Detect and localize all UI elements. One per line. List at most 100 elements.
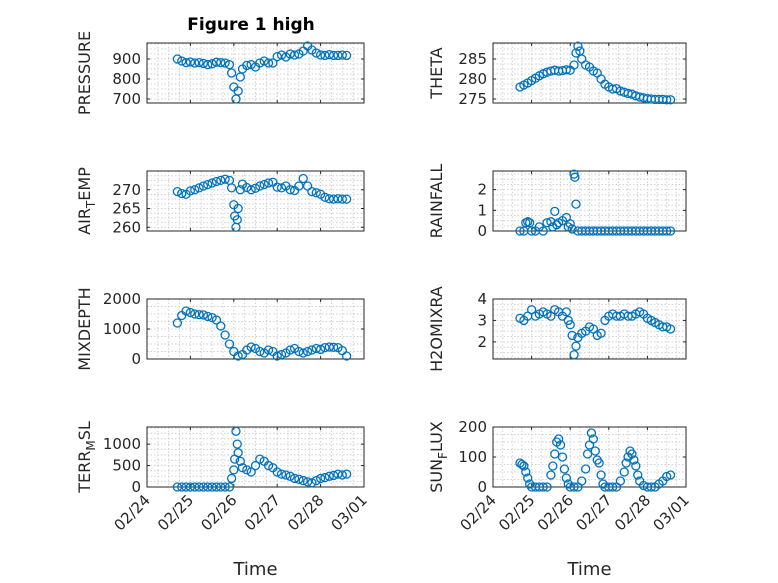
- y-tick-label: 0: [131, 350, 141, 368]
- data-point: [276, 349, 287, 360]
- y-tick-label: 1000: [103, 320, 141, 338]
- y-tick-label: 2: [477, 181, 487, 199]
- data-point: [341, 469, 352, 479]
- data-point: [198, 310, 209, 320]
- data-point: [324, 342, 334, 352]
- y-tick-label: 4: [477, 290, 487, 308]
- data-point: [546, 470, 556, 480]
- data-point: [294, 181, 304, 191]
- data-point: [190, 58, 200, 68]
- y-axis-label-mixdepth: MIXDEPTH: [75, 287, 94, 370]
- data-point: [311, 475, 321, 486]
- data-point: [550, 206, 560, 216]
- series-air_temp: [172, 173, 352, 232]
- data-point: [294, 346, 304, 357]
- data-point: [320, 472, 330, 483]
- y-axis-label-h2omixra: H2OMIXRA: [427, 286, 446, 372]
- data-point: [203, 59, 213, 70]
- data-point: [608, 482, 618, 492]
- series-sun_flux: [515, 428, 676, 492]
- data-point: [328, 470, 339, 481]
- data-point: [220, 482, 230, 492]
- y-tick-label: 265: [112, 200, 141, 218]
- data-point: [555, 440, 566, 450]
- data-point: [315, 473, 326, 484]
- x-tick-label: 02/25: [154, 491, 197, 534]
- data-point: [177, 56, 187, 66]
- y-tick-label: 0: [477, 222, 487, 240]
- data-point: [567, 330, 577, 341]
- y-axis-label-pressure: PRESSURE: [75, 31, 94, 115]
- data-point: [226, 68, 237, 78]
- data-point: [561, 65, 571, 75]
- data-point: [662, 226, 672, 236]
- data-point: [172, 54, 183, 64]
- data-point: [233, 351, 243, 361]
- data-point: [298, 475, 308, 486]
- data-point: [320, 192, 330, 202]
- data-point: [259, 179, 269, 190]
- data-point: [328, 342, 339, 352]
- data-point: [198, 58, 209, 69]
- data-point: [246, 185, 256, 195]
- data-point: [285, 345, 295, 355]
- data-point: [255, 181, 265, 191]
- series-theta: [515, 41, 676, 105]
- data-point: [207, 59, 217, 69]
- data-point: [233, 448, 243, 458]
- y-tick-label: 900: [112, 50, 141, 68]
- series-h2omixra: [515, 305, 676, 360]
- data-point: [615, 476, 626, 486]
- data-point: [580, 464, 591, 474]
- x-axis-label: Time: [232, 559, 277, 580]
- data-point: [246, 467, 256, 477]
- data-point: [633, 470, 643, 480]
- panel-pressure: 700 800 900 PRESSURE: [75, 31, 365, 115]
- data-point: [263, 345, 274, 355]
- x-tick-label: 02/25: [495, 491, 538, 534]
- data-point: [242, 465, 252, 475]
- panel-mixdepth: 0 1000 2000 MIXDEPTH: [75, 287, 365, 371]
- data-point: [569, 482, 579, 492]
- axes-border-pressure: [146, 42, 365, 104]
- y-axis-label-terr_msl: TERRMSL: [75, 421, 98, 494]
- data-point: [521, 467, 531, 477]
- data-point: [517, 459, 527, 470]
- data-point: [276, 50, 287, 60]
- data-point: [289, 473, 300, 484]
- data-point: [203, 482, 213, 492]
- data-point: [311, 48, 321, 58]
- data-point: [324, 49, 334, 60]
- data-point: [567, 224, 577, 234]
- data-point: [665, 95, 676, 105]
- panel-h2omixra: 2 3 4 H2OMIXRA: [427, 286, 687, 372]
- data-point: [561, 473, 571, 483]
- data-point: [596, 328, 606, 338]
- data-point: [181, 306, 191, 316]
- data-point: [229, 465, 239, 475]
- data-point: [570, 172, 580, 182]
- data-point: [207, 178, 217, 188]
- data-point: [233, 86, 243, 96]
- data-point: [194, 309, 204, 320]
- series-rainfall: [515, 169, 676, 236]
- data-point: [224, 59, 235, 70]
- data-point: [526, 226, 537, 236]
- data-point: [232, 215, 242, 225]
- data-point: [315, 344, 326, 355]
- data-point: [619, 467, 629, 477]
- data-point: [307, 478, 317, 488]
- data-point: [333, 50, 343, 61]
- data-point: [582, 449, 593, 459]
- data-point: [324, 194, 334, 204]
- data-point: [569, 350, 579, 360]
- data-point: [272, 467, 282, 477]
- data-point: [559, 464, 570, 474]
- data-point: [333, 194, 343, 204]
- data-point: [211, 57, 222, 67]
- data-point: [181, 482, 191, 492]
- y-tick-label: 1: [477, 201, 487, 219]
- data-point: [311, 343, 321, 354]
- data-point: [272, 182, 282, 192]
- data-point: [194, 183, 204, 193]
